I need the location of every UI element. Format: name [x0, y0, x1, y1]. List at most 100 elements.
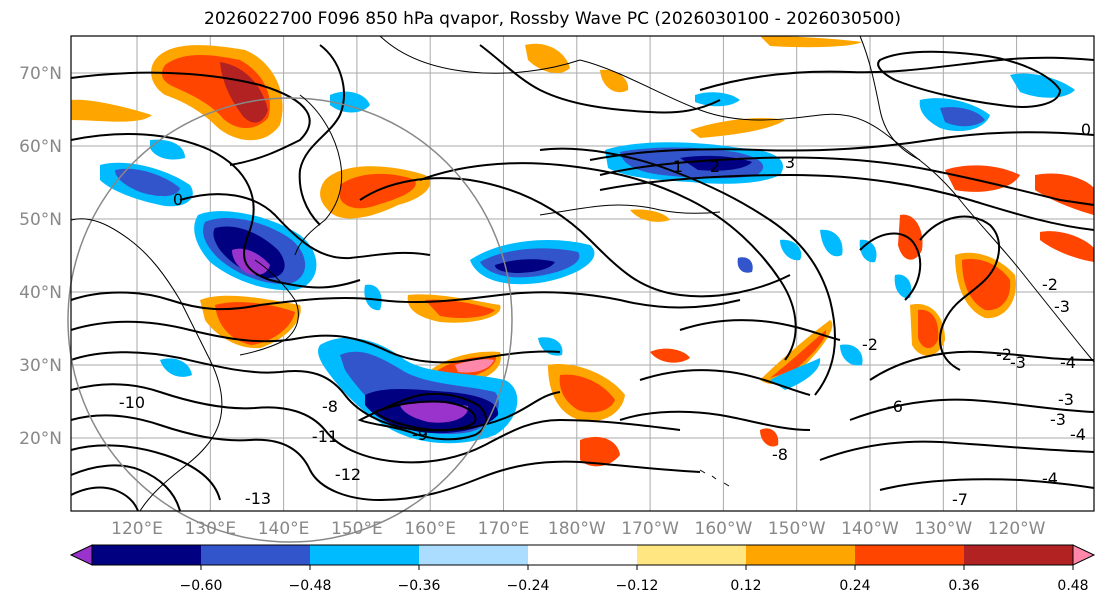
contour-9	[70, 444, 221, 501]
contour-lines	[70, 44, 1095, 512]
longitude-label: 170°E	[478, 519, 530, 539]
longitude-label: 140°W	[841, 519, 899, 539]
contour-3	[179, 193, 431, 260]
colorbar-segment	[201, 545, 311, 565]
blob-japan-core	[215, 302, 295, 345]
coastlines	[70, 35, 1095, 512]
longitude-label: 180°W	[548, 519, 606, 539]
contour-25	[859, 232, 922, 301]
contour-6	[70, 351, 561, 432]
coast-arctic	[379, 35, 581, 74]
latitude-label: 70°N	[19, 64, 62, 84]
contour-label: -4	[1060, 353, 1076, 372]
blob-left-edge	[71, 99, 152, 122]
blob-midpac-core	[495, 259, 555, 273]
blob-arctic-mid	[600, 69, 629, 93]
latitude-label: 60°N	[19, 137, 62, 157]
shading-negative	[100, 73, 1075, 444]
blob-far-right-2	[1035, 173, 1094, 215]
longitude-label: 160°E	[404, 519, 456, 539]
contour-label: 0	[173, 190, 183, 209]
blob-alaska-streak	[690, 118, 785, 138]
contour-26	[679, 319, 841, 341]
contour-label: -7	[952, 490, 968, 509]
blob-small-3	[630, 209, 670, 222]
blob-manchuria-inner	[232, 248, 270, 276]
longitude-label: 140°E	[258, 519, 310, 539]
colorbar-segment	[746, 545, 856, 565]
colorbar-segment	[964, 545, 1074, 565]
blob-mid-blue-1	[820, 229, 843, 257]
contour-19	[877, 50, 1062, 108]
colorbar-tick-label: −0.24	[507, 578, 550, 594]
longitude-label: 150°E	[331, 519, 383, 539]
contour-label: -4	[1070, 425, 1086, 444]
colorbar-segment	[92, 545, 202, 565]
blob-ne-pac-2-core	[962, 259, 1011, 311]
colorbar-tick-label: −0.36	[398, 578, 441, 594]
blob-mid-blue-6	[894, 274, 912, 299]
contour-29	[357, 392, 487, 441]
colorbar-segment	[528, 545, 638, 565]
longitude-label: 120°W	[988, 519, 1046, 539]
contour-label: 1	[673, 157, 683, 176]
latitude-label: 20°N	[19, 429, 62, 449]
contour-label: -13	[245, 489, 271, 508]
longitude-label: 130°W	[914, 519, 972, 539]
contour-label: 0	[1081, 120, 1091, 139]
colorbar-tick-label: −0.48	[289, 578, 332, 594]
contour-16	[599, 173, 1095, 231]
contour-10	[70, 464, 181, 512]
blob-siberia-core	[115, 168, 180, 197]
longitude-label: 170°W	[621, 519, 679, 539]
blob-far-right-3	[1040, 231, 1094, 262]
contour-label: -2	[862, 335, 878, 354]
colorbar-extend-max	[1072, 544, 1096, 566]
coast-na-west	[859, 35, 921, 161]
contour-label: 3	[785, 153, 795, 172]
colorbar-outline	[91, 544, 1074, 566]
longitude-label: 160°W	[695, 519, 753, 539]
contour-label: -3	[1054, 297, 1070, 316]
blob-dateline-south	[580, 436, 620, 467]
blob-mid-blue-2	[780, 239, 802, 261]
blob-mid-blue-7	[364, 284, 382, 311]
coast-hawaii	[699, 469, 730, 487]
latitude-label: 30°N	[19, 356, 62, 376]
contour-label: -11	[312, 427, 338, 446]
contour-label: -3	[1050, 410, 1066, 429]
contour-label: -12	[335, 465, 361, 484]
colorbar: −0.60 −0.48 −0.36 −0.24 −0.12 0.12 0.24 0.36 0.4…	[69, 544, 1096, 594]
blob-top-blue-4	[940, 107, 985, 127]
contour-labels: 01 2 30-2-3-4-3-2-4-3-8-9-11-12-13-10-8-7-…	[119, 120, 1091, 509]
colorbar-segment	[855, 545, 965, 565]
contour-22	[819, 440, 1095, 461]
latitude-label: 40°N	[19, 283, 62, 303]
blob-arctic-top	[760, 36, 862, 48]
contour-28	[619, 410, 811, 431]
colorbar-segment	[310, 545, 420, 565]
contour-24	[919, 215, 1001, 371]
contour-7	[70, 383, 681, 464]
contour-4	[70, 291, 741, 311]
longitude-label: 120°E	[111, 519, 163, 539]
contour-label: -2	[1042, 275, 1058, 294]
colorbar-tick-label: −0.12	[616, 578, 659, 594]
contour-label: -6	[887, 397, 903, 416]
latitude-label: 50°N	[19, 210, 62, 230]
coast-kamchatka	[294, 94, 343, 256]
colorbar-tick-label: 0.36	[948, 578, 979, 594]
contour-2	[70, 133, 361, 289]
contour-label: -10	[119, 393, 145, 412]
contour-23	[879, 478, 1095, 491]
contour-label: -4	[1042, 469, 1058, 488]
blob-top-blue-1	[330, 91, 370, 113]
colorbar-segment	[637, 545, 747, 565]
latitude-labels: 70°N 60°N 50°N 40°N 30°N 20°N	[19, 64, 62, 449]
contour-5	[70, 320, 561, 364]
blob-ne-pac-3-core	[918, 309, 939, 349]
contour-17	[589, 131, 1095, 161]
contour-14	[539, 147, 836, 396]
figure-title: 2026022700 F096 850 hPa qvapor, Rossby W…	[204, 9, 901, 29]
